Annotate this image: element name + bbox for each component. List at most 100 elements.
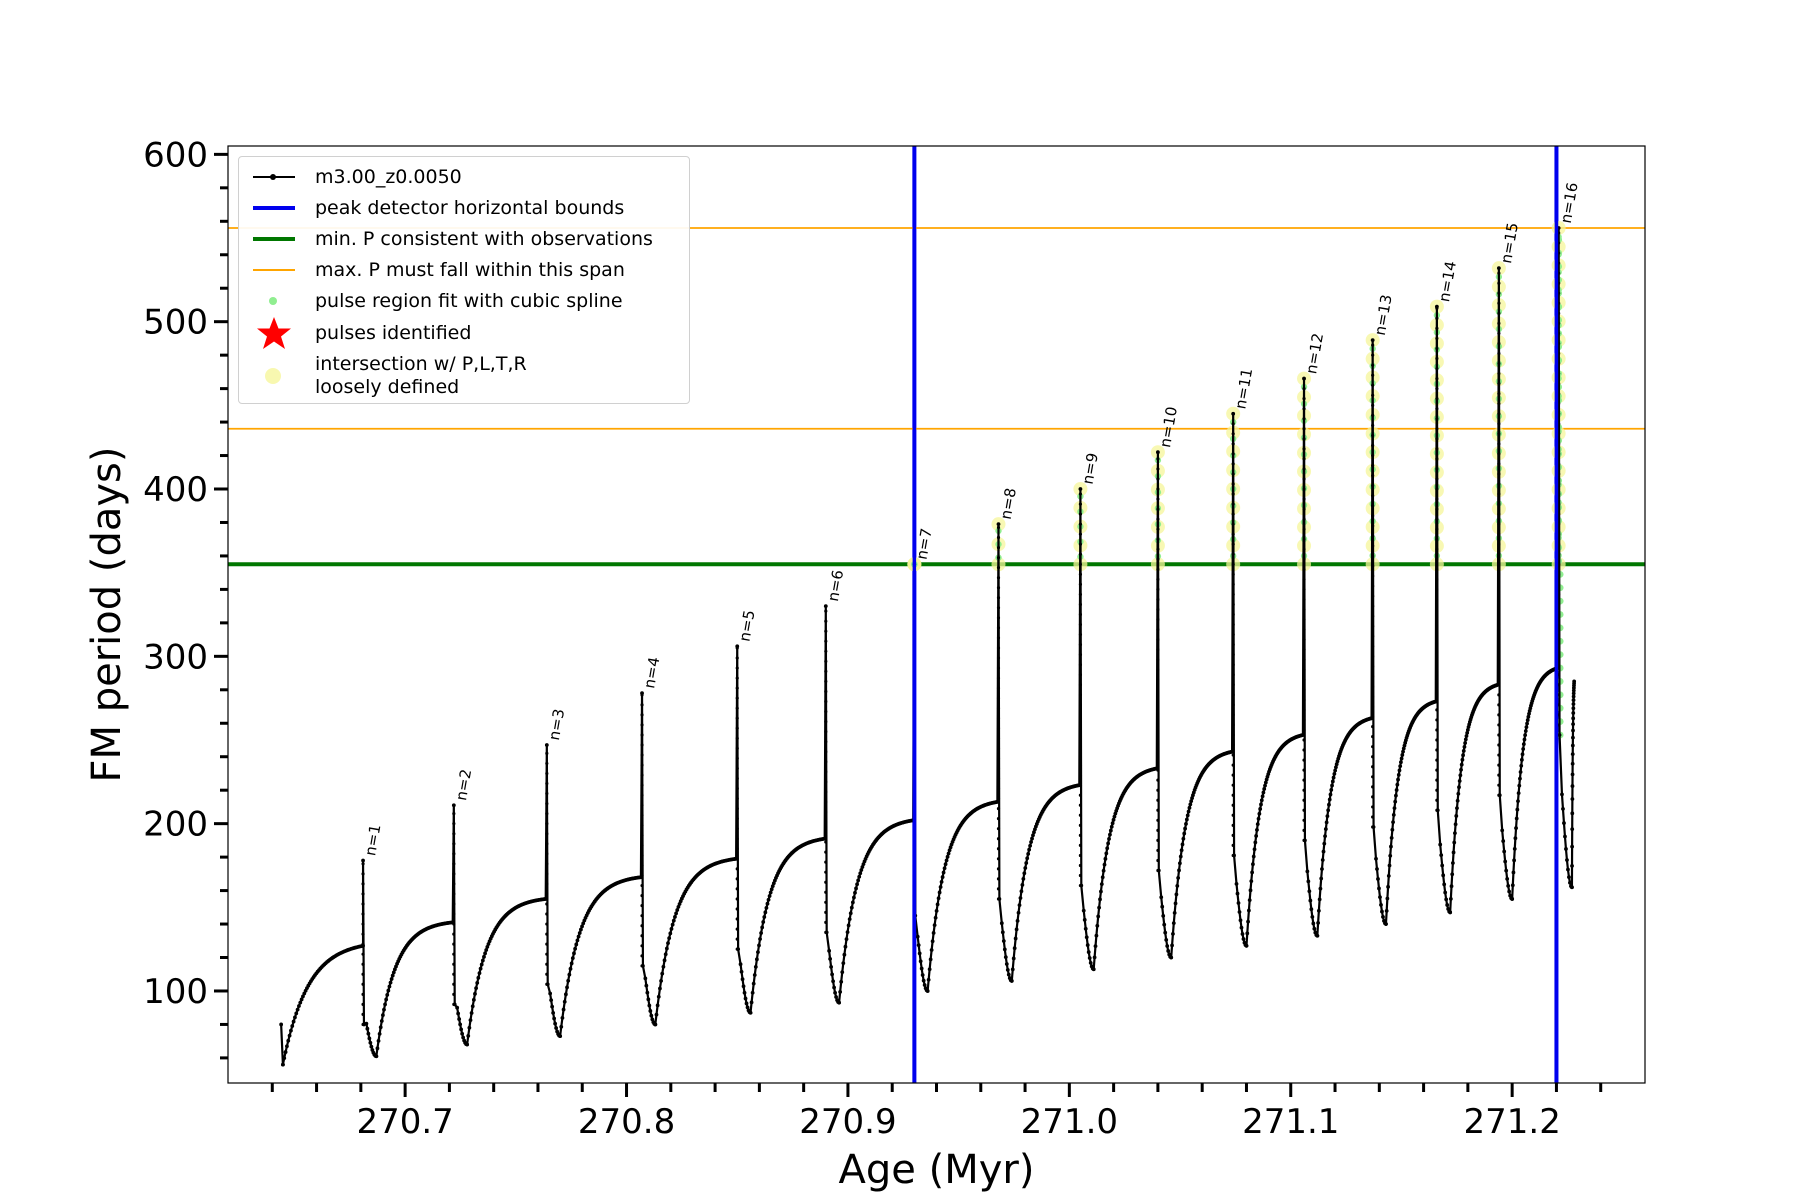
series-point xyxy=(663,952,668,957)
series-point xyxy=(824,920,828,924)
series-point xyxy=(1451,850,1456,855)
series-point xyxy=(1231,763,1235,767)
series-point xyxy=(1316,908,1321,913)
series-point xyxy=(1302,427,1306,431)
series-point xyxy=(1081,908,1086,913)
pulse-label: n=11 xyxy=(1231,367,1256,411)
series-point xyxy=(452,912,456,916)
series-point xyxy=(361,892,365,896)
series-point xyxy=(1386,884,1390,889)
series-point xyxy=(640,773,644,777)
series-point xyxy=(1445,903,1450,907)
series-point xyxy=(376,1038,381,1043)
series-point xyxy=(1231,532,1235,536)
series-point xyxy=(921,978,926,983)
series-point xyxy=(452,902,456,906)
series-point xyxy=(545,832,549,836)
series-point xyxy=(1092,955,1097,960)
series-point xyxy=(385,993,390,997)
series-point xyxy=(1497,412,1501,416)
series-point xyxy=(1435,708,1439,712)
series-point xyxy=(1516,799,1520,804)
series-point xyxy=(1514,816,1519,821)
series-point xyxy=(743,996,748,1001)
series-point xyxy=(996,656,1001,660)
series-point xyxy=(1231,713,1235,717)
series-point xyxy=(1156,547,1160,551)
series-point xyxy=(645,990,650,995)
series-point xyxy=(1231,602,1235,607)
series-point xyxy=(1302,798,1306,802)
series-point xyxy=(1302,607,1306,612)
series-point xyxy=(467,1025,472,1030)
series-point xyxy=(379,1019,384,1023)
series-point xyxy=(1164,937,1169,942)
series-point xyxy=(1078,793,1083,797)
series-point xyxy=(1078,643,1083,647)
series-point xyxy=(944,858,949,863)
series-point xyxy=(1435,316,1439,320)
series-point xyxy=(1525,718,1530,722)
series-point xyxy=(823,604,828,609)
series-point xyxy=(658,986,662,991)
series-point xyxy=(1435,688,1439,692)
series-point xyxy=(1521,747,1526,751)
series-point xyxy=(996,806,1001,811)
x-tick-label: 271.2 xyxy=(1463,1102,1560,1142)
series-point xyxy=(758,937,762,941)
series-point xyxy=(1302,537,1306,541)
series-point xyxy=(1371,654,1375,658)
series-point xyxy=(573,946,578,951)
series-point xyxy=(858,871,863,876)
series-point xyxy=(937,890,942,895)
series-point xyxy=(640,783,644,787)
series-point xyxy=(1388,853,1393,858)
series-point xyxy=(361,962,365,966)
series-point xyxy=(1078,572,1083,576)
series-point xyxy=(675,908,680,912)
series-point xyxy=(1078,693,1083,697)
series-point xyxy=(549,998,554,1003)
series-point xyxy=(1435,366,1439,371)
series-point xyxy=(831,979,836,984)
series-point xyxy=(1384,908,1389,913)
series-point xyxy=(1371,725,1375,729)
series-point xyxy=(1156,668,1160,672)
series-point xyxy=(287,1033,292,1038)
pulse-label: n=16 xyxy=(1557,181,1582,225)
series-point xyxy=(1156,718,1160,722)
series-point xyxy=(559,1024,564,1029)
legend-item-min-p: min. P consistent with observations xyxy=(251,227,653,251)
series-point xyxy=(655,1003,660,1008)
series-point xyxy=(452,952,456,956)
series-point xyxy=(852,895,856,900)
series-point xyxy=(572,951,576,956)
series-point xyxy=(1333,768,1338,773)
legend-green-dot-icon xyxy=(251,289,297,313)
series-point xyxy=(767,894,772,898)
series-point xyxy=(640,833,644,837)
series-point xyxy=(545,972,549,976)
series-point xyxy=(1371,484,1375,488)
series-point xyxy=(1097,905,1102,910)
series-point xyxy=(1111,817,1116,822)
series-point xyxy=(1028,843,1033,848)
series-point xyxy=(1460,757,1465,762)
series-point xyxy=(1330,779,1335,784)
series-point xyxy=(840,970,845,975)
series-point xyxy=(943,862,948,867)
series-point xyxy=(1112,814,1117,819)
series-point xyxy=(1497,291,1501,295)
series-point xyxy=(1439,853,1444,858)
series-point xyxy=(1371,795,1375,799)
series-point xyxy=(842,952,847,957)
series-point xyxy=(824,880,828,884)
series-point xyxy=(1189,799,1194,804)
series-point xyxy=(477,971,482,976)
series-point xyxy=(1371,815,1375,819)
series-point xyxy=(545,771,549,776)
series-point xyxy=(649,1013,654,1018)
series-point xyxy=(824,830,828,834)
series-point xyxy=(295,1007,300,1012)
series-point xyxy=(996,867,1001,871)
